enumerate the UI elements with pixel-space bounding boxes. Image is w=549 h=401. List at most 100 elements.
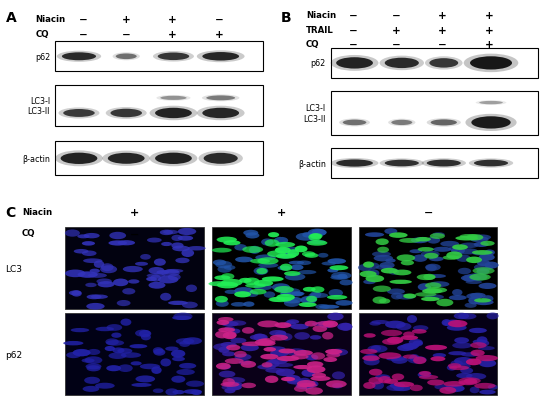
Ellipse shape	[150, 275, 161, 282]
Ellipse shape	[242, 342, 264, 346]
Ellipse shape	[96, 327, 114, 331]
Ellipse shape	[153, 347, 164, 354]
Ellipse shape	[425, 264, 441, 271]
Text: p62: p62	[5, 350, 23, 359]
Ellipse shape	[331, 272, 351, 279]
Ellipse shape	[310, 292, 321, 298]
Ellipse shape	[470, 350, 485, 356]
Ellipse shape	[117, 348, 132, 354]
Text: LC3: LC3	[5, 264, 23, 273]
Ellipse shape	[323, 357, 337, 362]
Bar	[55, 42, 262, 72]
Ellipse shape	[322, 332, 333, 340]
Ellipse shape	[268, 358, 288, 364]
Ellipse shape	[309, 240, 326, 244]
Ellipse shape	[87, 365, 100, 371]
Ellipse shape	[203, 109, 239, 119]
Ellipse shape	[304, 253, 318, 258]
Ellipse shape	[311, 376, 330, 381]
Ellipse shape	[311, 229, 327, 236]
Ellipse shape	[454, 357, 473, 365]
Ellipse shape	[234, 351, 247, 358]
Ellipse shape	[139, 330, 152, 338]
Ellipse shape	[479, 254, 495, 261]
Ellipse shape	[285, 273, 305, 281]
Ellipse shape	[165, 269, 183, 273]
Ellipse shape	[149, 106, 197, 121]
Ellipse shape	[118, 365, 133, 372]
Ellipse shape	[371, 346, 381, 352]
Text: −: −	[215, 15, 224, 25]
Ellipse shape	[449, 247, 463, 251]
Ellipse shape	[300, 296, 317, 304]
Ellipse shape	[91, 295, 108, 299]
Ellipse shape	[269, 330, 286, 336]
Ellipse shape	[117, 300, 131, 306]
Ellipse shape	[474, 242, 489, 247]
Ellipse shape	[87, 295, 102, 300]
Ellipse shape	[440, 241, 459, 247]
Ellipse shape	[386, 385, 404, 391]
Text: +: +	[485, 40, 494, 50]
Ellipse shape	[473, 340, 486, 344]
Ellipse shape	[425, 265, 437, 271]
Ellipse shape	[65, 270, 86, 277]
Ellipse shape	[276, 248, 287, 253]
Ellipse shape	[448, 351, 466, 355]
Ellipse shape	[464, 303, 477, 308]
Ellipse shape	[86, 303, 105, 310]
Ellipse shape	[469, 159, 513, 168]
Ellipse shape	[223, 265, 236, 270]
Ellipse shape	[264, 347, 276, 352]
Ellipse shape	[365, 233, 384, 237]
Ellipse shape	[472, 251, 489, 256]
Ellipse shape	[474, 264, 493, 271]
Text: −: −	[423, 207, 433, 217]
Ellipse shape	[62, 53, 96, 61]
Ellipse shape	[131, 383, 152, 387]
Ellipse shape	[171, 243, 183, 249]
Ellipse shape	[330, 56, 378, 72]
Bar	[212, 314, 351, 395]
Ellipse shape	[340, 323, 352, 331]
Ellipse shape	[106, 108, 147, 119]
Ellipse shape	[329, 265, 348, 271]
Ellipse shape	[89, 269, 100, 273]
Ellipse shape	[274, 237, 288, 245]
Ellipse shape	[123, 266, 143, 273]
Ellipse shape	[378, 376, 391, 383]
Ellipse shape	[274, 322, 292, 328]
Ellipse shape	[153, 349, 165, 356]
Ellipse shape	[470, 387, 479, 393]
Ellipse shape	[109, 232, 126, 240]
Ellipse shape	[389, 233, 407, 238]
Ellipse shape	[227, 383, 242, 390]
Text: CQ: CQ	[306, 40, 320, 49]
Bar	[331, 92, 538, 136]
Ellipse shape	[109, 352, 126, 359]
Ellipse shape	[206, 96, 235, 101]
Ellipse shape	[466, 280, 482, 284]
Ellipse shape	[172, 246, 190, 252]
Ellipse shape	[305, 387, 323, 395]
Ellipse shape	[451, 360, 463, 366]
Ellipse shape	[171, 350, 186, 358]
Ellipse shape	[391, 356, 408, 364]
Ellipse shape	[71, 328, 89, 332]
Ellipse shape	[322, 321, 338, 328]
Ellipse shape	[337, 323, 352, 331]
Ellipse shape	[434, 384, 448, 389]
Ellipse shape	[452, 342, 472, 348]
Ellipse shape	[384, 379, 398, 384]
Ellipse shape	[458, 377, 481, 384]
Ellipse shape	[222, 378, 235, 386]
Ellipse shape	[220, 364, 231, 370]
Ellipse shape	[315, 304, 330, 310]
Ellipse shape	[82, 386, 99, 392]
Ellipse shape	[390, 383, 405, 389]
Ellipse shape	[369, 322, 381, 326]
Ellipse shape	[154, 259, 166, 266]
Text: +: +	[215, 30, 224, 40]
Ellipse shape	[415, 237, 431, 242]
Ellipse shape	[472, 251, 492, 255]
